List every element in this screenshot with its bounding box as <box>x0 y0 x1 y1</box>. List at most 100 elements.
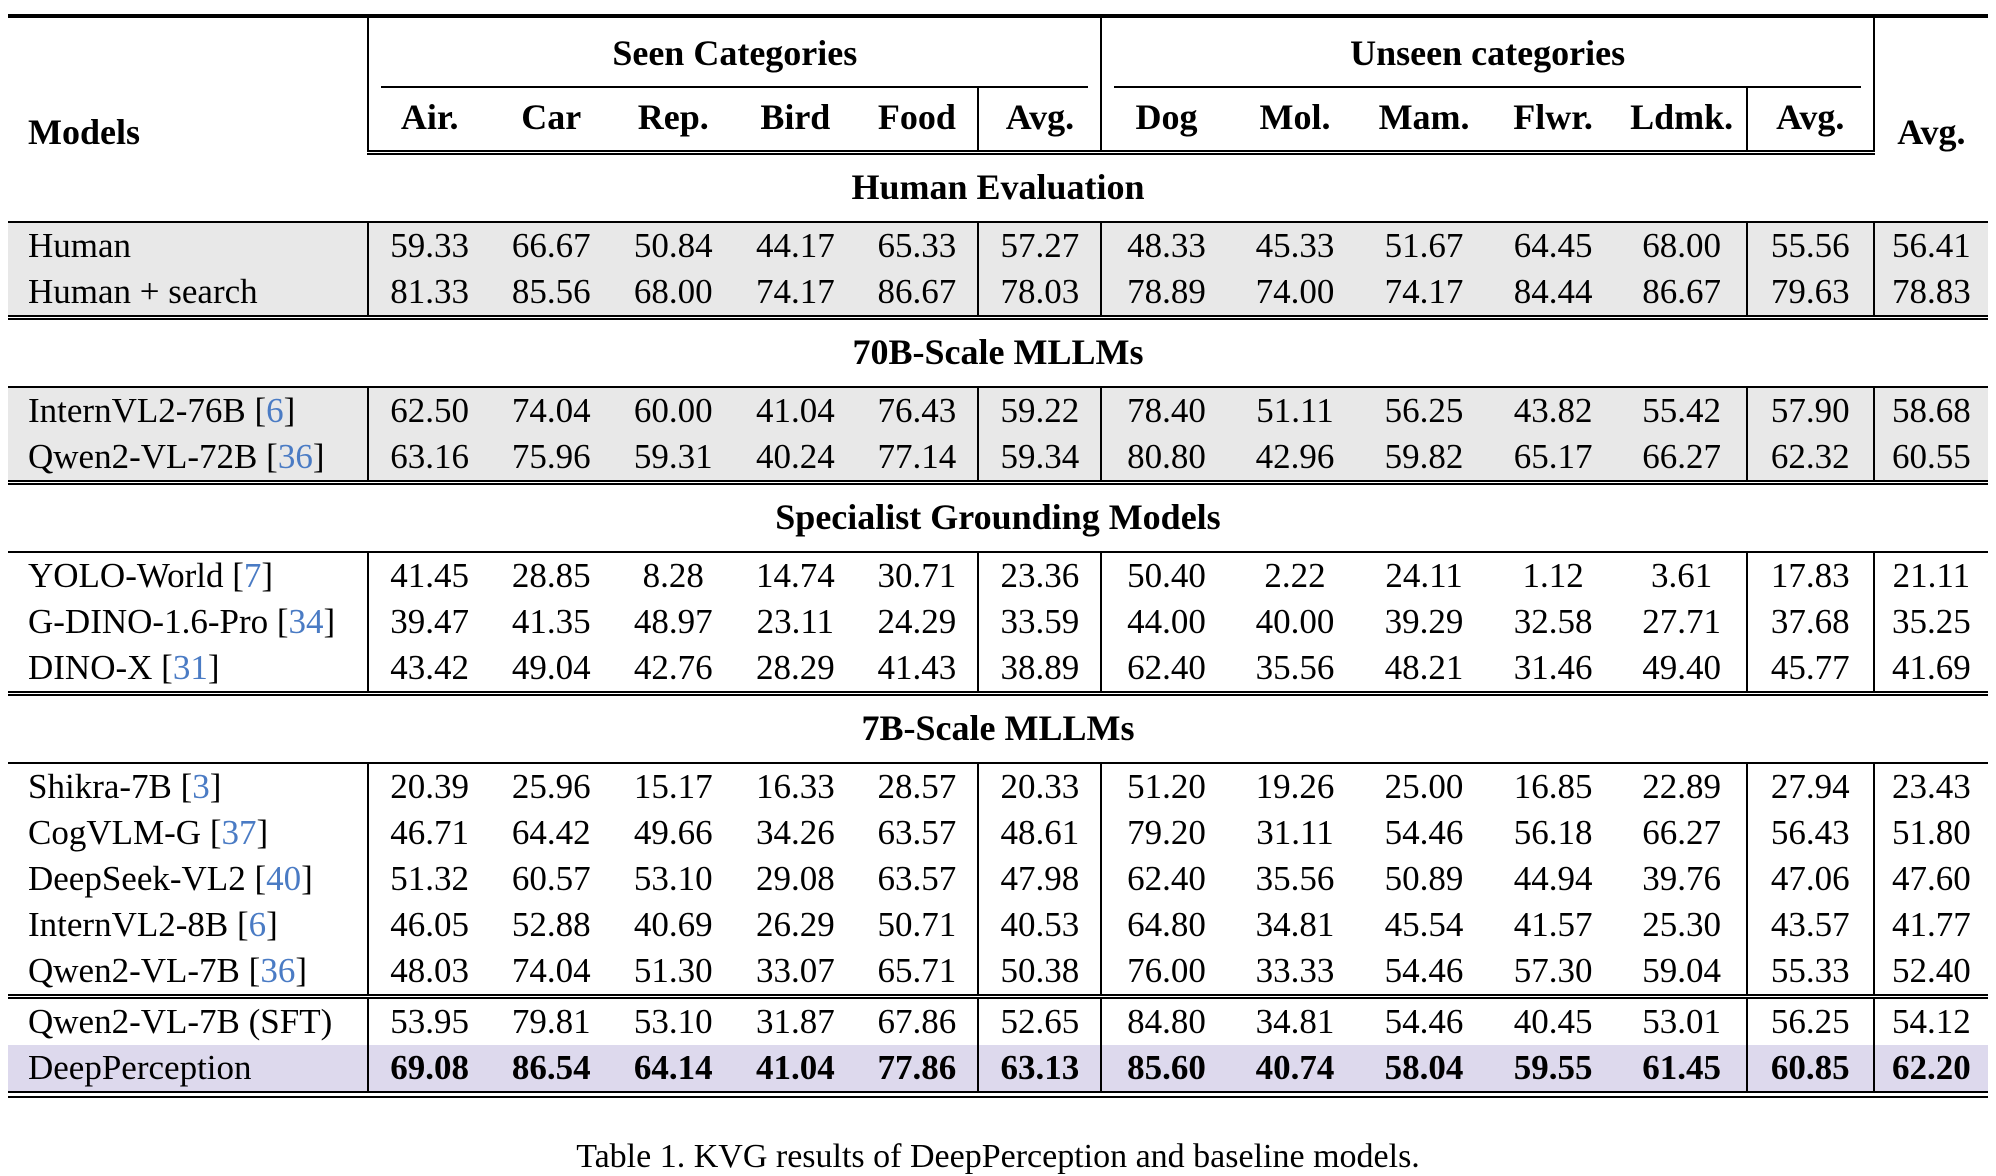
score-cell: 57.90 <box>1745 387 1874 434</box>
score-cell: 80.80 <box>1100 434 1231 483</box>
score-cell: 45.54 <box>1384 905 1464 944</box>
model-name-cell: DINO-X [31] <box>28 648 220 687</box>
score-cell: 64.80 <box>1100 902 1231 948</box>
score-cell: 23.11 <box>756 602 835 641</box>
model-name-cell: CogVLM-G [37] <box>28 813 269 852</box>
score-cell: 84.80 <box>1100 994 1231 1045</box>
citation-link[interactable]: 7 <box>243 556 262 595</box>
score-cell: 14.74 <box>755 556 835 595</box>
score-cell: 1.12 <box>1522 556 1584 595</box>
section-banner-row: 7B-Scale MLLMs <box>8 691 1988 764</box>
score-cell: 79.20 <box>1100 810 1231 856</box>
col-header-avg-overall: Avg. <box>1872 16 1988 153</box>
score-cell: 50.40 <box>1100 552 1231 599</box>
score-cell: 33.33 <box>1255 951 1335 990</box>
score-cell: 59.31 <box>612 434 735 483</box>
score-cell: 3.61 <box>1651 556 1713 595</box>
header-cols-row: Air. Car Rep. Bird Food Avg. Dog Mol. Ma… <box>8 88 1988 155</box>
model-name-cell: Qwen2-VL-7B [36] <box>28 951 307 990</box>
model-name-cell: YOLO-World [7] <box>28 556 274 595</box>
score-cell: 31.11 <box>1256 813 1334 852</box>
citation-link[interactable]: 36 <box>260 951 296 990</box>
score-cell: 62.32 <box>1745 434 1874 483</box>
score-cell: 53.10 <box>633 859 713 898</box>
model-name-cell: Qwen2-VL-72B [36] <box>8 434 369 483</box>
score-cell: 67.86 <box>856 994 979 1045</box>
score-cell: 86.67 <box>856 269 979 318</box>
citation-link[interactable]: 3 <box>192 767 210 806</box>
citation-link[interactable]: 40 <box>266 859 302 898</box>
score-cell: 44.17 <box>734 222 857 269</box>
table-row: Qwen2-VL-7B (SFT) 53.95 79.81 53.10 31.87 67.… <box>8 994 1988 1045</box>
score-cell: 68.00 <box>612 269 735 318</box>
table-row: InternVL2-8B [6] 46.05 52.88 40.69 26.29 50.7… <box>8 902 1988 948</box>
citation-link[interactable]: 31 <box>172 648 208 687</box>
score-cell: 45.33 <box>1230 222 1360 269</box>
score-cell: 21.11 <box>1872 552 1988 599</box>
section-banner: 7B-Scale MLLMs <box>8 691 1988 764</box>
score-cell: 32.58 <box>1513 602 1593 641</box>
score-cell: 74.04 <box>490 387 613 434</box>
score-cell: 59.82 <box>1359 434 1489 483</box>
score-cell: 39.29 <box>1384 602 1464 641</box>
score-cell: 49.66 <box>633 813 713 852</box>
score-cell: 52.40 <box>1872 948 1988 997</box>
score-cell: 59.22 <box>977 387 1102 434</box>
score-cell: 16.85 <box>1513 767 1593 806</box>
score-cell: 65.17 <box>1488 434 1618 483</box>
score-cell: 74.17 <box>1359 269 1489 318</box>
model-name: DINO-X <box>28 648 153 687</box>
citation-link[interactable]: 36 <box>277 437 313 476</box>
col-group-unseen: Unseen categories <box>1100 16 1874 88</box>
score-cell: 64.14 <box>612 1045 735 1095</box>
score-cell: 65.71 <box>877 951 957 990</box>
citation-link[interactable]: 37 <box>221 813 257 852</box>
score-cell: 29.08 <box>755 859 835 898</box>
table-row: CogVLM-G [37] 46.71 64.42 49.66 34.26 63.57 48… <box>8 810 1988 856</box>
score-cell: 79.81 <box>490 994 613 1045</box>
score-cell: 68.00 <box>1617 222 1747 269</box>
score-cell: 24.29 <box>877 602 957 641</box>
score-cell: 57.30 <box>1513 951 1593 990</box>
citation-link[interactable]: 34 <box>288 602 324 641</box>
score-cell: 27.71 <box>1642 602 1722 641</box>
table-row: Human 59.33 66.67 50.84 44.17 65.33 57.27 48.33… <box>8 222 1988 269</box>
table-row: InternVL2-76B [6] 62.50 74.04 60.00 41.04 76.… <box>8 387 1988 434</box>
model-name: DeepPerception <box>28 1048 252 1087</box>
score-cell: 53.10 <box>612 994 735 1045</box>
model-name: InternVL2-76B <box>28 391 246 430</box>
score-cell: 78.89 <box>1100 269 1231 318</box>
score-cell: 55.42 <box>1617 387 1747 434</box>
score-cell: 48.03 <box>367 948 491 997</box>
model-name: InternVL2-8B <box>28 905 229 944</box>
section-banner: Human Evaluation <box>8 152 1988 223</box>
score-cell: 47.60 <box>1872 856 1988 902</box>
table-caption: Table 1. KVG results of DeepPerception a… <box>576 1138 1420 1175</box>
score-cell: 60.57 <box>511 859 591 898</box>
score-cell: 63.57 <box>877 813 957 852</box>
score-cell: 51.32 <box>367 856 491 902</box>
model-name-cell: InternVL2-76B [6] <box>8 387 369 434</box>
col-header-ldmk: Ldmk. <box>1617 88 1747 155</box>
model-name: DeepSeek-VL2 <box>28 859 246 898</box>
score-cell: 76.00 <box>1100 948 1231 997</box>
score-cell: 41.43 <box>877 648 957 687</box>
citation-link[interactable]: 6 <box>248 905 267 944</box>
model-name-cell: Human + search <box>8 269 369 318</box>
score-cell: 55.56 <box>1745 222 1874 269</box>
score-cell: 41.77 <box>1872 902 1988 948</box>
col-header-dog: Dog <box>1100 88 1231 155</box>
score-cell: 50.71 <box>877 905 957 944</box>
score-cell: 31.46 <box>1513 648 1593 687</box>
score-cell: 50.89 <box>1384 859 1464 898</box>
score-cell: 35.56 <box>1255 859 1335 898</box>
score-cell: 17.83 <box>1745 552 1874 599</box>
score-cell: 20.39 <box>367 763 491 810</box>
score-cell: 35.56 <box>1255 648 1335 687</box>
score-cell: 54.46 <box>1384 951 1464 990</box>
citation-link[interactable]: 6 <box>266 391 284 430</box>
score-cell: 79.63 <box>1745 269 1874 318</box>
col-group-seen: Seen Categories <box>367 16 1102 88</box>
col-header-avg-seen: Avg. <box>977 88 1102 155</box>
